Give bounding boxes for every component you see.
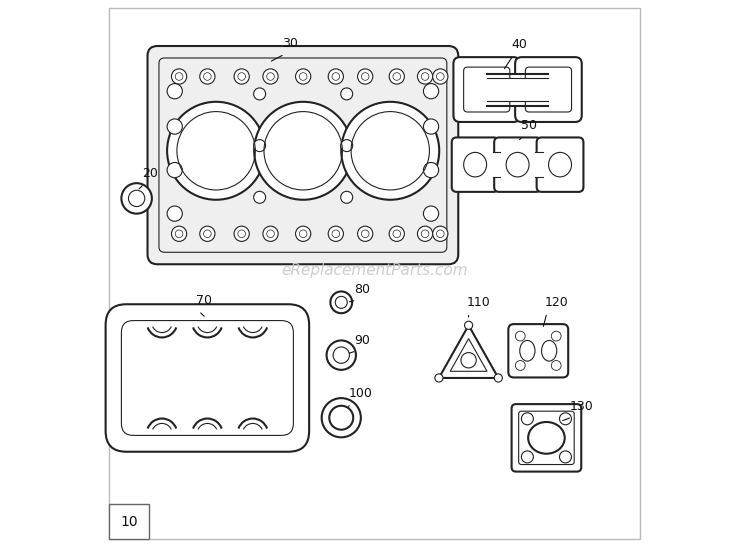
Text: 130: 130 [570, 400, 593, 414]
Polygon shape [439, 325, 498, 378]
Circle shape [389, 69, 404, 84]
Bar [487, 78, 548, 101]
Circle shape [433, 226, 448, 241]
Text: 100: 100 [349, 387, 373, 400]
Circle shape [167, 102, 265, 200]
Circle shape [167, 84, 182, 99]
Circle shape [172, 69, 187, 84]
Text: 70: 70 [196, 294, 212, 307]
FancyBboxPatch shape [509, 324, 568, 377]
Wedge shape [148, 322, 176, 337]
Circle shape [200, 226, 215, 241]
FancyBboxPatch shape [454, 57, 520, 122]
Circle shape [167, 162, 182, 178]
FancyBboxPatch shape [110, 504, 148, 539]
Circle shape [263, 226, 278, 241]
Circle shape [254, 88, 266, 100]
Text: 110: 110 [466, 296, 490, 309]
Circle shape [296, 69, 310, 84]
Text: 80: 80 [354, 283, 370, 296]
Circle shape [521, 451, 533, 463]
Circle shape [322, 398, 361, 437]
Circle shape [418, 226, 433, 241]
Circle shape [424, 162, 439, 178]
Circle shape [521, 413, 533, 425]
Circle shape [254, 139, 266, 152]
Text: 20: 20 [142, 167, 158, 180]
Circle shape [330, 292, 352, 313]
Text: 90: 90 [354, 334, 370, 347]
Bar [487, 73, 548, 106]
Circle shape [326, 340, 356, 370]
Circle shape [254, 191, 266, 203]
Circle shape [389, 226, 404, 241]
Circle shape [464, 321, 472, 329]
Circle shape [358, 69, 373, 84]
Circle shape [424, 84, 439, 99]
Circle shape [328, 226, 344, 241]
Circle shape [418, 69, 433, 84]
FancyBboxPatch shape [452, 137, 499, 192]
Wedge shape [238, 418, 267, 434]
Circle shape [234, 226, 249, 241]
Circle shape [234, 69, 249, 84]
Circle shape [424, 119, 439, 134]
Circle shape [296, 226, 310, 241]
FancyBboxPatch shape [515, 57, 582, 122]
Circle shape [340, 139, 352, 152]
Circle shape [515, 331, 525, 341]
Circle shape [263, 69, 278, 84]
Circle shape [340, 88, 352, 100]
Circle shape [172, 226, 187, 241]
Bar [535, 152, 542, 177]
Circle shape [122, 183, 152, 214]
Text: 120: 120 [544, 296, 568, 309]
FancyBboxPatch shape [148, 46, 458, 264]
Circle shape [200, 69, 215, 84]
Text: 50: 50 [520, 119, 537, 132]
Circle shape [424, 206, 439, 221]
Text: eReplacementParts.com: eReplacementParts.com [282, 263, 468, 278]
Wedge shape [193, 322, 222, 337]
Circle shape [560, 451, 572, 463]
FancyBboxPatch shape [537, 137, 584, 192]
Circle shape [167, 119, 182, 134]
Circle shape [494, 374, 502, 382]
Circle shape [433, 69, 448, 84]
Circle shape [551, 360, 561, 370]
Circle shape [515, 360, 525, 370]
Wedge shape [148, 418, 176, 434]
Bar [493, 152, 500, 177]
Circle shape [328, 69, 344, 84]
Circle shape [435, 374, 443, 382]
Circle shape [167, 206, 182, 221]
Wedge shape [238, 322, 267, 337]
Circle shape [341, 102, 439, 200]
FancyBboxPatch shape [512, 404, 581, 472]
Text: 10: 10 [120, 515, 138, 528]
Circle shape [358, 226, 373, 241]
Text: 40: 40 [511, 38, 527, 51]
Wedge shape [193, 418, 222, 434]
Circle shape [340, 191, 352, 203]
Circle shape [560, 413, 572, 425]
FancyBboxPatch shape [494, 137, 541, 192]
Circle shape [254, 102, 352, 200]
Circle shape [551, 331, 561, 341]
Text: 30: 30 [283, 37, 298, 50]
FancyBboxPatch shape [106, 304, 309, 452]
